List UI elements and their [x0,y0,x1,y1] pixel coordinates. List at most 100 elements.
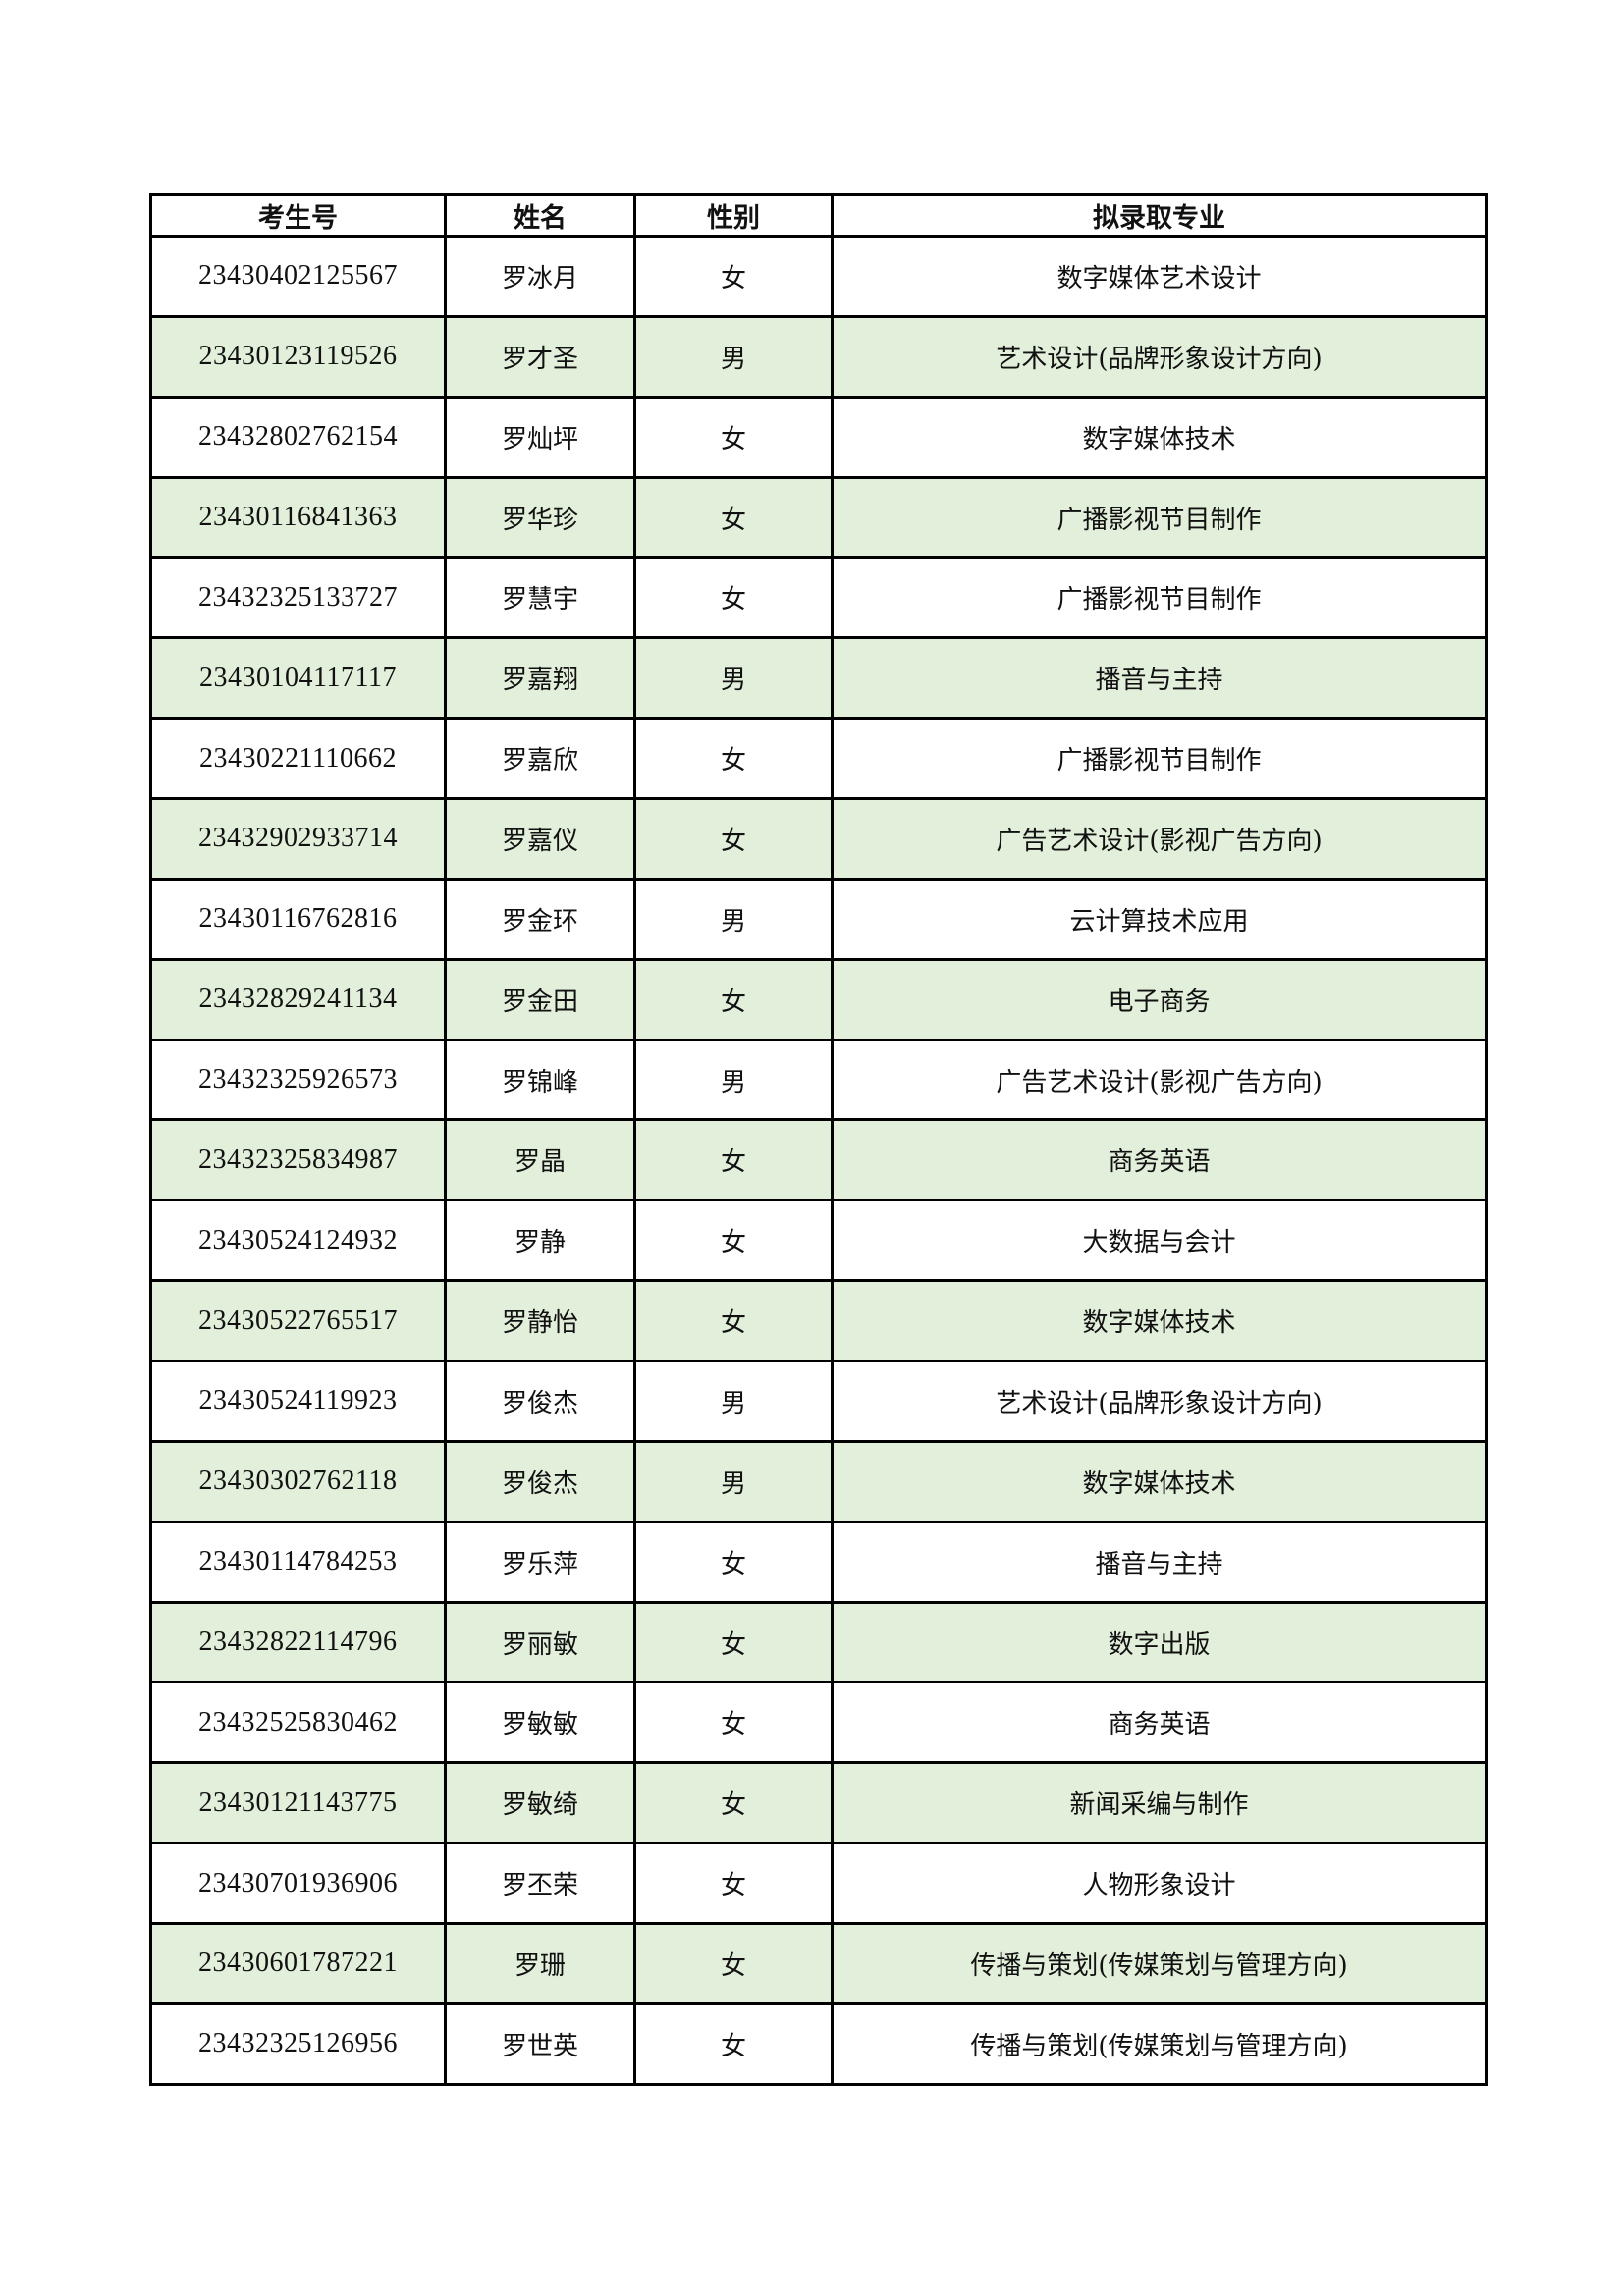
cell-major: 电子商务 [831,957,1488,1041]
cell-exam-number: 23430121143775 [149,1761,447,1845]
cell-gender: 男 [633,1360,834,1443]
cell-name: 罗灿坪 [444,395,636,479]
header-major: 拟录取专业 [831,193,1488,238]
cell-major: 数字媒体技术 [831,1279,1488,1363]
cell-gender: 男 [633,314,834,399]
cell-exam-number: 23430524124932 [149,1199,447,1283]
table-row: 23432325133727 罗慧宇女广播影视节目制作 [149,556,1488,640]
table-row: 23430601787221 罗珊女传播与策划(传媒策划与管理方向) [149,1922,1488,2005]
cell-exam-number: 23430116841363 [149,475,447,560]
cell-major: 数字出版 [831,1600,1488,1684]
cell-exam-number: 23432802762154 [149,395,447,479]
table-row: 23430123119526 罗才圣男艺术设计(品牌形象设计方向) [149,314,1488,399]
cell-major: 广告艺术设计(影视广告方向) [831,1038,1488,1122]
cell-name: 罗晶 [444,1118,636,1202]
cell-gender: 男 [633,877,834,961]
table-row: 23430522765517 罗静怡女数字媒体技术 [149,1279,1488,1363]
cell-exam-number: 23430524119923 [149,1360,447,1443]
cell-exam-number: 23432325926573 [149,1038,447,1122]
cell-name: 罗才圣 [444,314,636,399]
cell-gender: 女 [633,395,834,479]
cell-exam-number: 23432829241134 [149,957,447,1041]
cell-exam-number: 23430701936906 [149,1842,447,1926]
cell-gender: 女 [633,1520,834,1604]
cell-gender: 男 [633,1038,834,1122]
cell-major: 数字媒体艺术设计 [831,235,1488,318]
cell-gender: 女 [633,1600,834,1684]
cell-exam-number: 23432325834987 [149,1118,447,1202]
cell-name: 罗乐萍 [444,1520,636,1604]
table-row: 23432525830462 罗敏敏女商务英语 [149,1681,1488,1765]
table-row: 23432325126956 罗世英女传播与策划(传媒策划与管理方向) [149,2002,1488,2087]
cell-name: 罗丽敏 [444,1600,636,1684]
cell-major: 商务英语 [831,1681,1488,1765]
table-row: 23432325926573 罗锦峰男广告艺术设计(影视广告方向) [149,1038,1488,1122]
cell-exam-number: 23430402125567 [149,235,447,318]
cell-major: 广告艺术设计(影视广告方向) [831,797,1488,881]
cell-gender: 女 [633,797,834,881]
cell-gender: 女 [633,475,834,560]
table-row: 23430524119923 罗俊杰男艺术设计(品牌形象设计方向) [149,1360,1488,1443]
cell-major: 播音与主持 [831,1520,1488,1604]
admission-table: 考生号 姓名 性别 拟录取专业 23430402125567 罗冰月女数字媒体艺术… [149,193,1488,2087]
cell-exam-number: 23430116762816 [149,877,447,961]
cell-exam-number: 23430104117117 [149,636,447,721]
cell-major: 数字媒体技术 [831,1439,1488,1523]
cell-exam-number: 23430123119526 [149,314,447,399]
cell-exam-number: 23430114784253 [149,1520,447,1604]
table-row: 23432822114796 罗丽敏女数字出版 [149,1600,1488,1684]
header-gender: 性别 [633,193,834,238]
table-row: 23430104117117 罗嘉翔男播音与主持 [149,636,1488,721]
cell-major: 广播影视节目制作 [831,475,1488,560]
cell-name: 罗俊杰 [444,1360,636,1443]
cell-name: 罗敏绮 [444,1761,636,1845]
cell-gender: 女 [633,556,834,640]
cell-name: 罗华珍 [444,475,636,560]
header-row: 考生号 姓名 性别 拟录取专业 [149,193,1488,238]
cell-name: 罗静 [444,1199,636,1283]
cell-exam-number: 23430221110662 [149,717,447,801]
cell-gender: 女 [633,1118,834,1202]
cell-gender: 男 [633,1439,834,1523]
cell-major: 新闻采编与制作 [831,1761,1488,1845]
cell-major: 云计算技术应用 [831,877,1488,961]
cell-name: 罗嘉欣 [444,717,636,801]
cell-major: 人物形象设计 [831,1842,1488,1926]
cell-major: 传播与策划(传媒策划与管理方向) [831,1922,1488,2005]
table-row: 23432802762154 罗灿坪女数字媒体技术 [149,395,1488,479]
cell-exam-number: 23432822114796 [149,1600,447,1684]
table-row: 23432325834987 罗晶女商务英语 [149,1118,1488,1202]
cell-gender: 女 [633,1761,834,1845]
cell-gender: 女 [633,1279,834,1363]
cell-gender: 女 [633,1681,834,1765]
cell-gender: 女 [633,1922,834,2005]
cell-name: 罗敏敏 [444,1681,636,1765]
cell-exam-number: 23430601787221 [149,1922,447,2005]
table-row: 23430221110662 罗嘉欣女广播影视节目制作 [149,717,1488,801]
cell-name: 罗金田 [444,957,636,1041]
cell-name: 罗丕荣 [444,1842,636,1926]
table-row: 23430402125567 罗冰月女数字媒体艺术设计 [149,235,1488,318]
cell-name: 罗珊 [444,1922,636,2005]
cell-gender: 女 [633,1199,834,1283]
cell-gender: 男 [633,636,834,721]
cell-major: 播音与主持 [831,636,1488,721]
cell-name: 罗嘉翔 [444,636,636,721]
header-name: 姓名 [444,193,636,238]
table-row: 23430121143775 罗敏绮女新闻采编与制作 [149,1761,1488,1845]
table-row: 23430116762816 罗金环男云计算技术应用 [149,877,1488,961]
cell-name: 罗静怡 [444,1279,636,1363]
cell-gender: 女 [633,235,834,318]
table-row: 23432902933714 罗嘉仪女广告艺术设计(影视广告方向) [149,797,1488,881]
cell-name: 罗世英 [444,2002,636,2087]
cell-exam-number: 23432525830462 [149,1681,447,1765]
cell-gender: 女 [633,957,834,1041]
table-row: 23430114784253 罗乐萍女播音与主持 [149,1520,1488,1604]
cell-name: 罗慧宇 [444,556,636,640]
cell-name: 罗冰月 [444,235,636,318]
cell-name: 罗金环 [444,877,636,961]
header-exam-number: 考生号 [149,193,447,238]
cell-exam-number: 23430522765517 [149,1279,447,1363]
table-row: 23430302762118 罗俊杰男数字媒体技术 [149,1439,1488,1523]
cell-major: 艺术设计(品牌形象设计方向) [831,1360,1488,1443]
